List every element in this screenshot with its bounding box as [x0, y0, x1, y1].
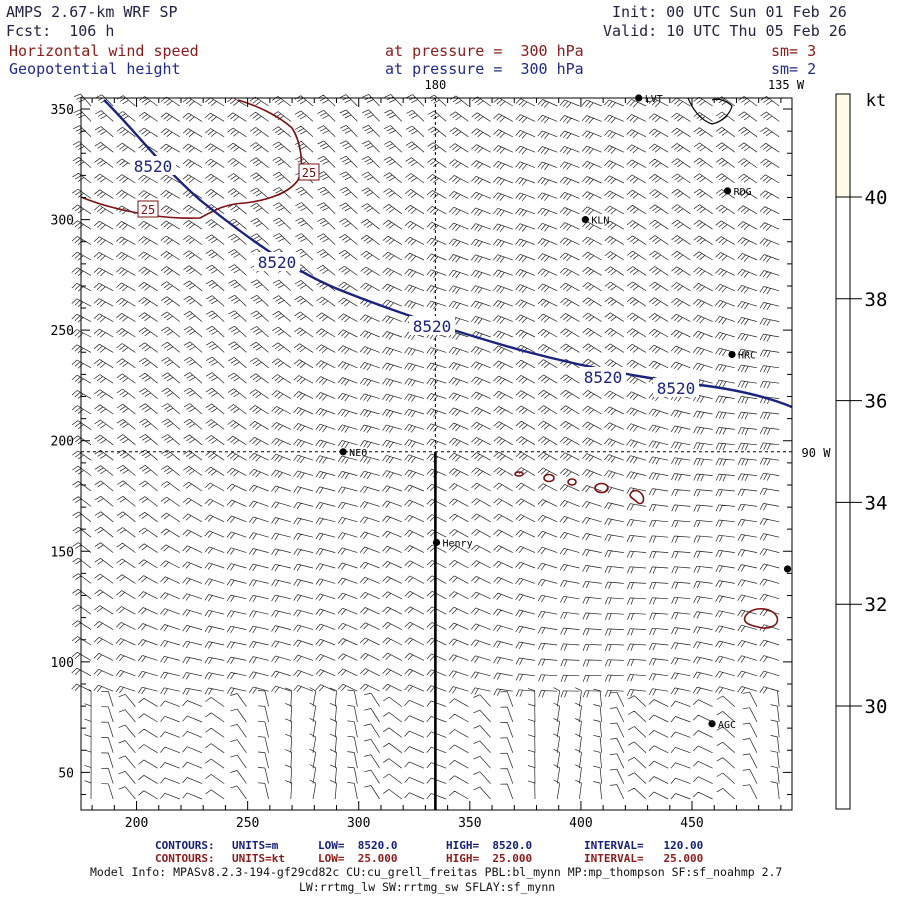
height-contours-interval: INTERVAL= 120.00 — [584, 839, 704, 852]
field2-smoothing: sm= 2 — [771, 60, 817, 78]
height-contour-label: 8520 — [413, 317, 452, 336]
x-tick-label: 450 — [680, 816, 703, 831]
field1-name: Horizontal wind speed — [9, 42, 199, 60]
wind-contour-6 — [743, 607, 779, 629]
station-label: LVT — [645, 94, 663, 105]
x-tick-label: 250 — [236, 816, 259, 831]
station-label: KLN — [591, 216, 609, 227]
station-marker — [723, 187, 732, 195]
wind-contours-low: LOW= 25.000 — [318, 852, 398, 865]
colorbar-tick-label: 36 — [865, 391, 888, 413]
station-label: Henry — [443, 538, 473, 549]
height-contours-units: UNITS=m — [232, 839, 279, 852]
wind-label-box-1 — [137, 200, 159, 218]
colorbar-tick-label: 32 — [865, 594, 888, 616]
x-tick-label: 200 — [125, 816, 148, 831]
model-info-line2: LW:rrtmg_lw SW:rrtmg_sw SFLAY:sf_mynn — [299, 880, 556, 894]
valid-time: Valid: 10 UTC Thu 05 Feb 26 — [603, 22, 847, 40]
station-label: HRC — [738, 350, 756, 361]
y-tick-label: 300 — [51, 214, 74, 229]
height-label-bg — [409, 316, 455, 335]
height-label-bg — [254, 252, 300, 271]
wind-contour-label: 25 — [302, 166, 316, 180]
height-contours-label: CONTOURS: — [155, 839, 215, 852]
height-contours-low: LOW= 8520.0 — [318, 839, 398, 852]
colorbar-unit: kt — [866, 91, 886, 111]
y-tick-label: 250 — [51, 324, 74, 339]
station-marker — [783, 565, 792, 573]
wind-contour-4 — [594, 482, 609, 494]
colorbar-tick-label: 30 — [865, 696, 888, 718]
wind-speed-contours: 25 25 — [80, 99, 779, 629]
colorbar: kt 40 38 36 34 32 30 — [835, 91, 888, 810]
colorbar-frame — [835, 93, 851, 810]
station-marker — [708, 720, 716, 728]
axis-ticks — [81, 98, 792, 810]
wind-contours-high: HIGH= 25.000 — [446, 852, 533, 865]
station-label: RDG — [734, 187, 752, 198]
station-marker — [339, 448, 347, 456]
wind-contours-units: UNITS=kt — [232, 852, 285, 865]
height-label-bg — [130, 156, 176, 175]
height-contour-label: 8520 — [584, 368, 623, 387]
colorbar-tick-label: 34 — [865, 492, 888, 514]
wind-contours-interval: INTERVAL= 25.000 — [584, 852, 704, 865]
label-135w: 135 W — [768, 78, 805, 92]
height-label-bg — [580, 367, 626, 386]
wind-contour-3 — [567, 478, 577, 486]
y-tick-label: 150 — [51, 545, 74, 560]
model-info-line1: Model Info: MPASv8.2.3-194-gf29cd82c CU:… — [90, 865, 783, 879]
tick-marks — [81, 98, 792, 810]
height-contour-8520 — [103, 99, 793, 409]
field1-level: at pressure = 300 hPa — [385, 42, 584, 60]
colorbar-fill — [836, 94, 850, 197]
wind-contour-label: 25 — [141, 203, 155, 217]
init-time: Init: 00 UTC Sun 01 Feb 26 — [612, 3, 847, 21]
coastline — [687, 97, 733, 125]
wind-barbs — [71, 93, 780, 800]
y-tick-label: 50 — [58, 766, 74, 781]
colorbar-tick-label: 38 — [865, 289, 888, 311]
field1-smoothing: sm= 3 — [771, 42, 817, 60]
geopotential-contours: 8520 8520 8520 8520 8520 — [103, 99, 793, 409]
height-contour-label: 8520 — [134, 157, 173, 176]
field2-level: at pressure = 300 hPa — [385, 60, 584, 78]
x-tick-label: 300 — [347, 816, 370, 831]
station-marker — [728, 350, 736, 359]
y-tick-label: 200 — [51, 435, 74, 450]
station-label: AGC — [718, 720, 736, 731]
y-tick-label: 350 — [51, 103, 74, 118]
coastline-path — [687, 97, 733, 125]
height-contour-label: 8520 — [258, 253, 297, 272]
wind-contour-1 — [514, 471, 524, 477]
wind-contours-label: CONTOURS: — [155, 852, 215, 865]
field2-name: Geopotential height — [9, 60, 181, 78]
height-label-bg — [653, 378, 699, 397]
wind-contour-5 — [629, 489, 645, 505]
station-marker — [581, 216, 589, 224]
wind-label-box-0 — [298, 163, 320, 181]
station-marker — [432, 538, 441, 547]
label-90w: 90 W — [802, 446, 832, 460]
colorbar-tick-label: 40 — [865, 187, 888, 209]
wind-contour-0 — [80, 99, 303, 219]
wind-contour-2 — [543, 473, 555, 483]
map-frame — [80, 97, 793, 811]
stations: LVT RDG KLN HRC NEO Henry AGC — [339, 94, 792, 731]
wind-barb-field — [71, 93, 780, 800]
station-label: NEO — [349, 448, 367, 459]
forecast-hour: Fcst: 106 h — [6, 22, 115, 40]
height-contour-label: 8520 — [657, 379, 696, 398]
x-tick-label: 350 — [458, 816, 481, 831]
model-title: AMPS 2.67-km WRF SP — [6, 3, 178, 21]
x-tick-label: 400 — [569, 816, 592, 831]
axis-tick-labels: 200 250 300 350 400 450 50 100 150 200 250 300 350 — [51, 103, 704, 831]
height-contours-high: HIGH= 8520.0 — [446, 839, 533, 852]
label-180: 180 — [425, 78, 447, 92]
y-tick-label: 100 — [51, 656, 74, 671]
